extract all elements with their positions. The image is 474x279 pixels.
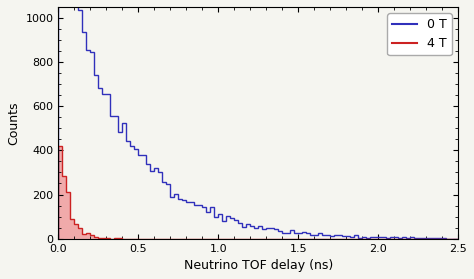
- Polygon shape: [58, 146, 458, 239]
- Legend: 0 T, 4 T: 0 T, 4 T: [387, 13, 452, 56]
- Y-axis label: Counts: Counts: [7, 101, 20, 145]
- X-axis label: Neutrino TOF delay (ns): Neutrino TOF delay (ns): [183, 259, 333, 272]
